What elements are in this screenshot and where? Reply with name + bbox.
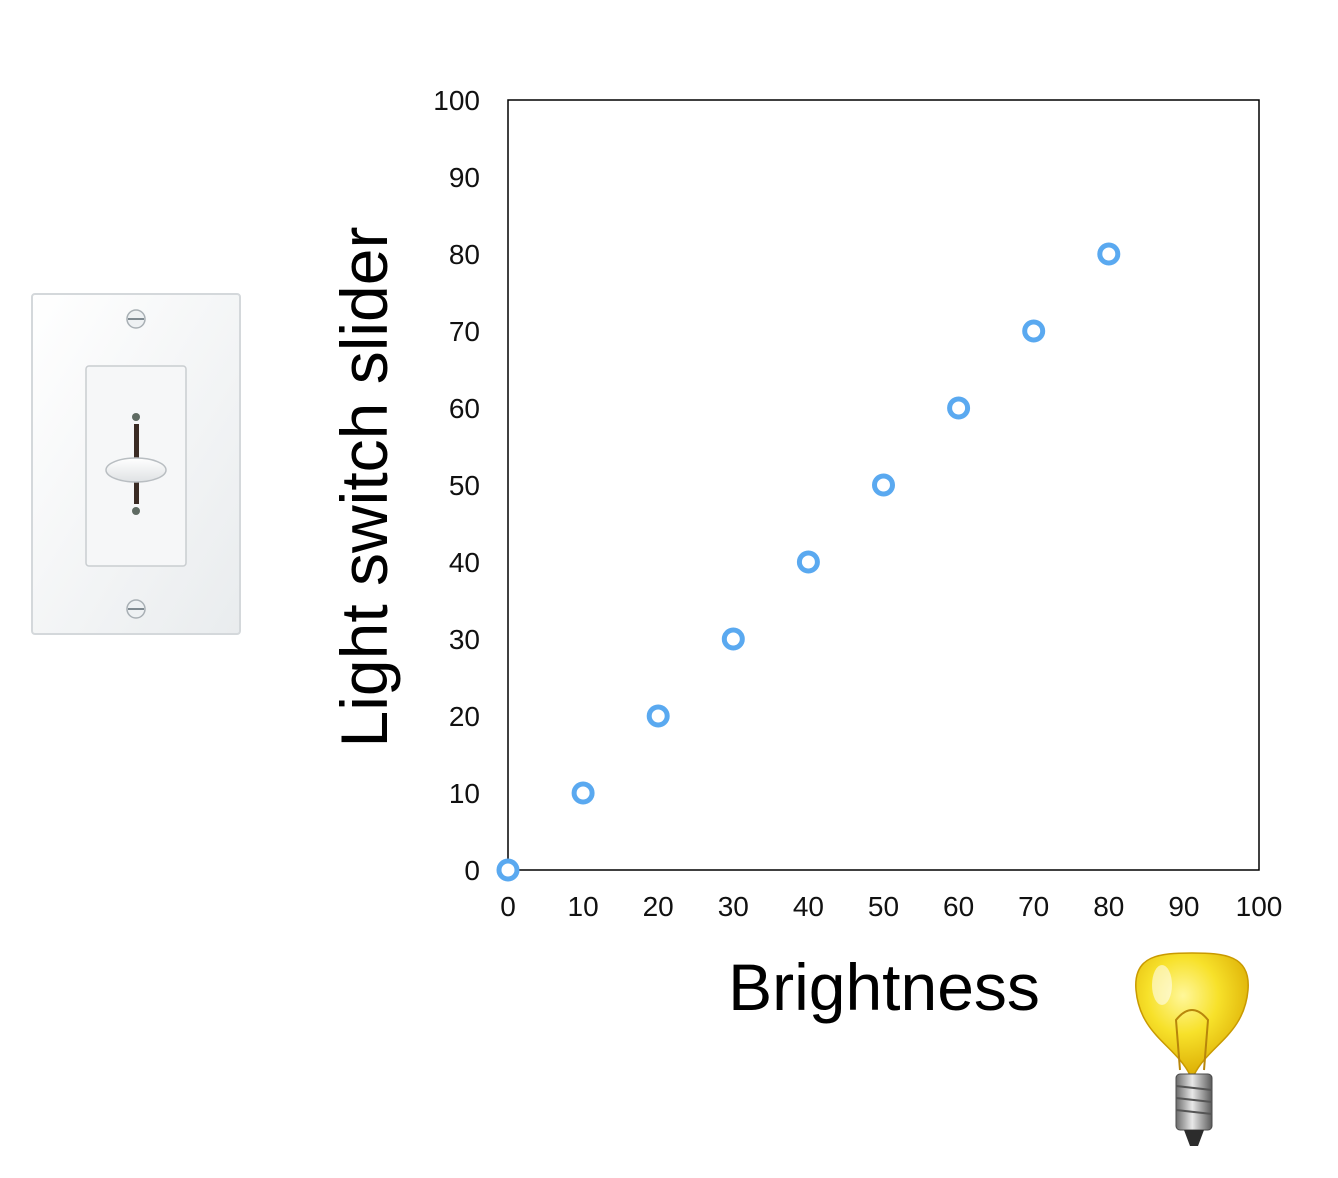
x-tick-label: 0: [500, 891, 516, 922]
light-bulb-illustration: [1135, 952, 1249, 1146]
y-tick-labels: 0 10 20 30 40 50 60 70 80 90 100: [433, 85, 480, 886]
switch-screw-bottom: [126, 599, 146, 619]
x-tick-label: 50: [868, 891, 899, 922]
y-tick-label: 20: [449, 701, 480, 732]
scatter-points: [496, 242, 1121, 882]
x-tick-label: 80: [1093, 891, 1124, 922]
scatter-point: [496, 858, 520, 882]
y-tick-label: 10: [449, 778, 480, 809]
scatter-point: [1022, 319, 1046, 343]
x-tick-label: 40: [793, 891, 824, 922]
x-tick-label: 10: [568, 891, 599, 922]
x-tick-label: 60: [943, 891, 974, 922]
y-tick-label: 0: [464, 855, 480, 886]
y-tick-label: 100: [433, 85, 480, 116]
y-tick-label: 30: [449, 624, 480, 655]
light-switch-illustration: [31, 293, 241, 635]
y-tick-label: 90: [449, 162, 480, 193]
bulb-filament: [1174, 1009, 1210, 1071]
x-tick-label: 30: [718, 891, 749, 922]
x-tick-label: 90: [1168, 891, 1199, 922]
switch-indicator-bottom: [132, 507, 140, 515]
plot-frame: [507, 99, 1260, 871]
scatter-point: [796, 550, 820, 574]
switch-indicator-top: [132, 413, 140, 421]
y-tick-label: 60: [449, 393, 480, 424]
y-tick-label: 70: [449, 316, 480, 347]
switch-screw-top: [126, 309, 146, 329]
scatter-point: [721, 627, 745, 651]
y-tick-label: 80: [449, 239, 480, 270]
x-tick-label: 100: [1236, 891, 1283, 922]
bulb-glass: [1135, 952, 1249, 1076]
x-tick-labels: 0 10 20 30 40 50 60 70 80 90 100: [500, 891, 1282, 922]
scatter-point: [1097, 242, 1121, 266]
scatter-point: [872, 473, 895, 497]
y-tick-label: 50: [449, 470, 480, 501]
x-tick-label: 20: [643, 891, 674, 922]
scatter-point: [571, 781, 595, 805]
scatter-point: [947, 396, 971, 420]
y-tick-label: 40: [449, 547, 480, 578]
scatter-point: [646, 704, 670, 728]
bulb-highlight: [1152, 965, 1172, 1005]
x-tick-label: 70: [1018, 891, 1049, 922]
y-axis-title: Light switch slider: [327, 227, 401, 748]
switch-slider-knob: [105, 457, 167, 483]
bulb-tip: [1184, 1130, 1204, 1146]
x-axis-title: Brightness: [728, 950, 1040, 1024]
